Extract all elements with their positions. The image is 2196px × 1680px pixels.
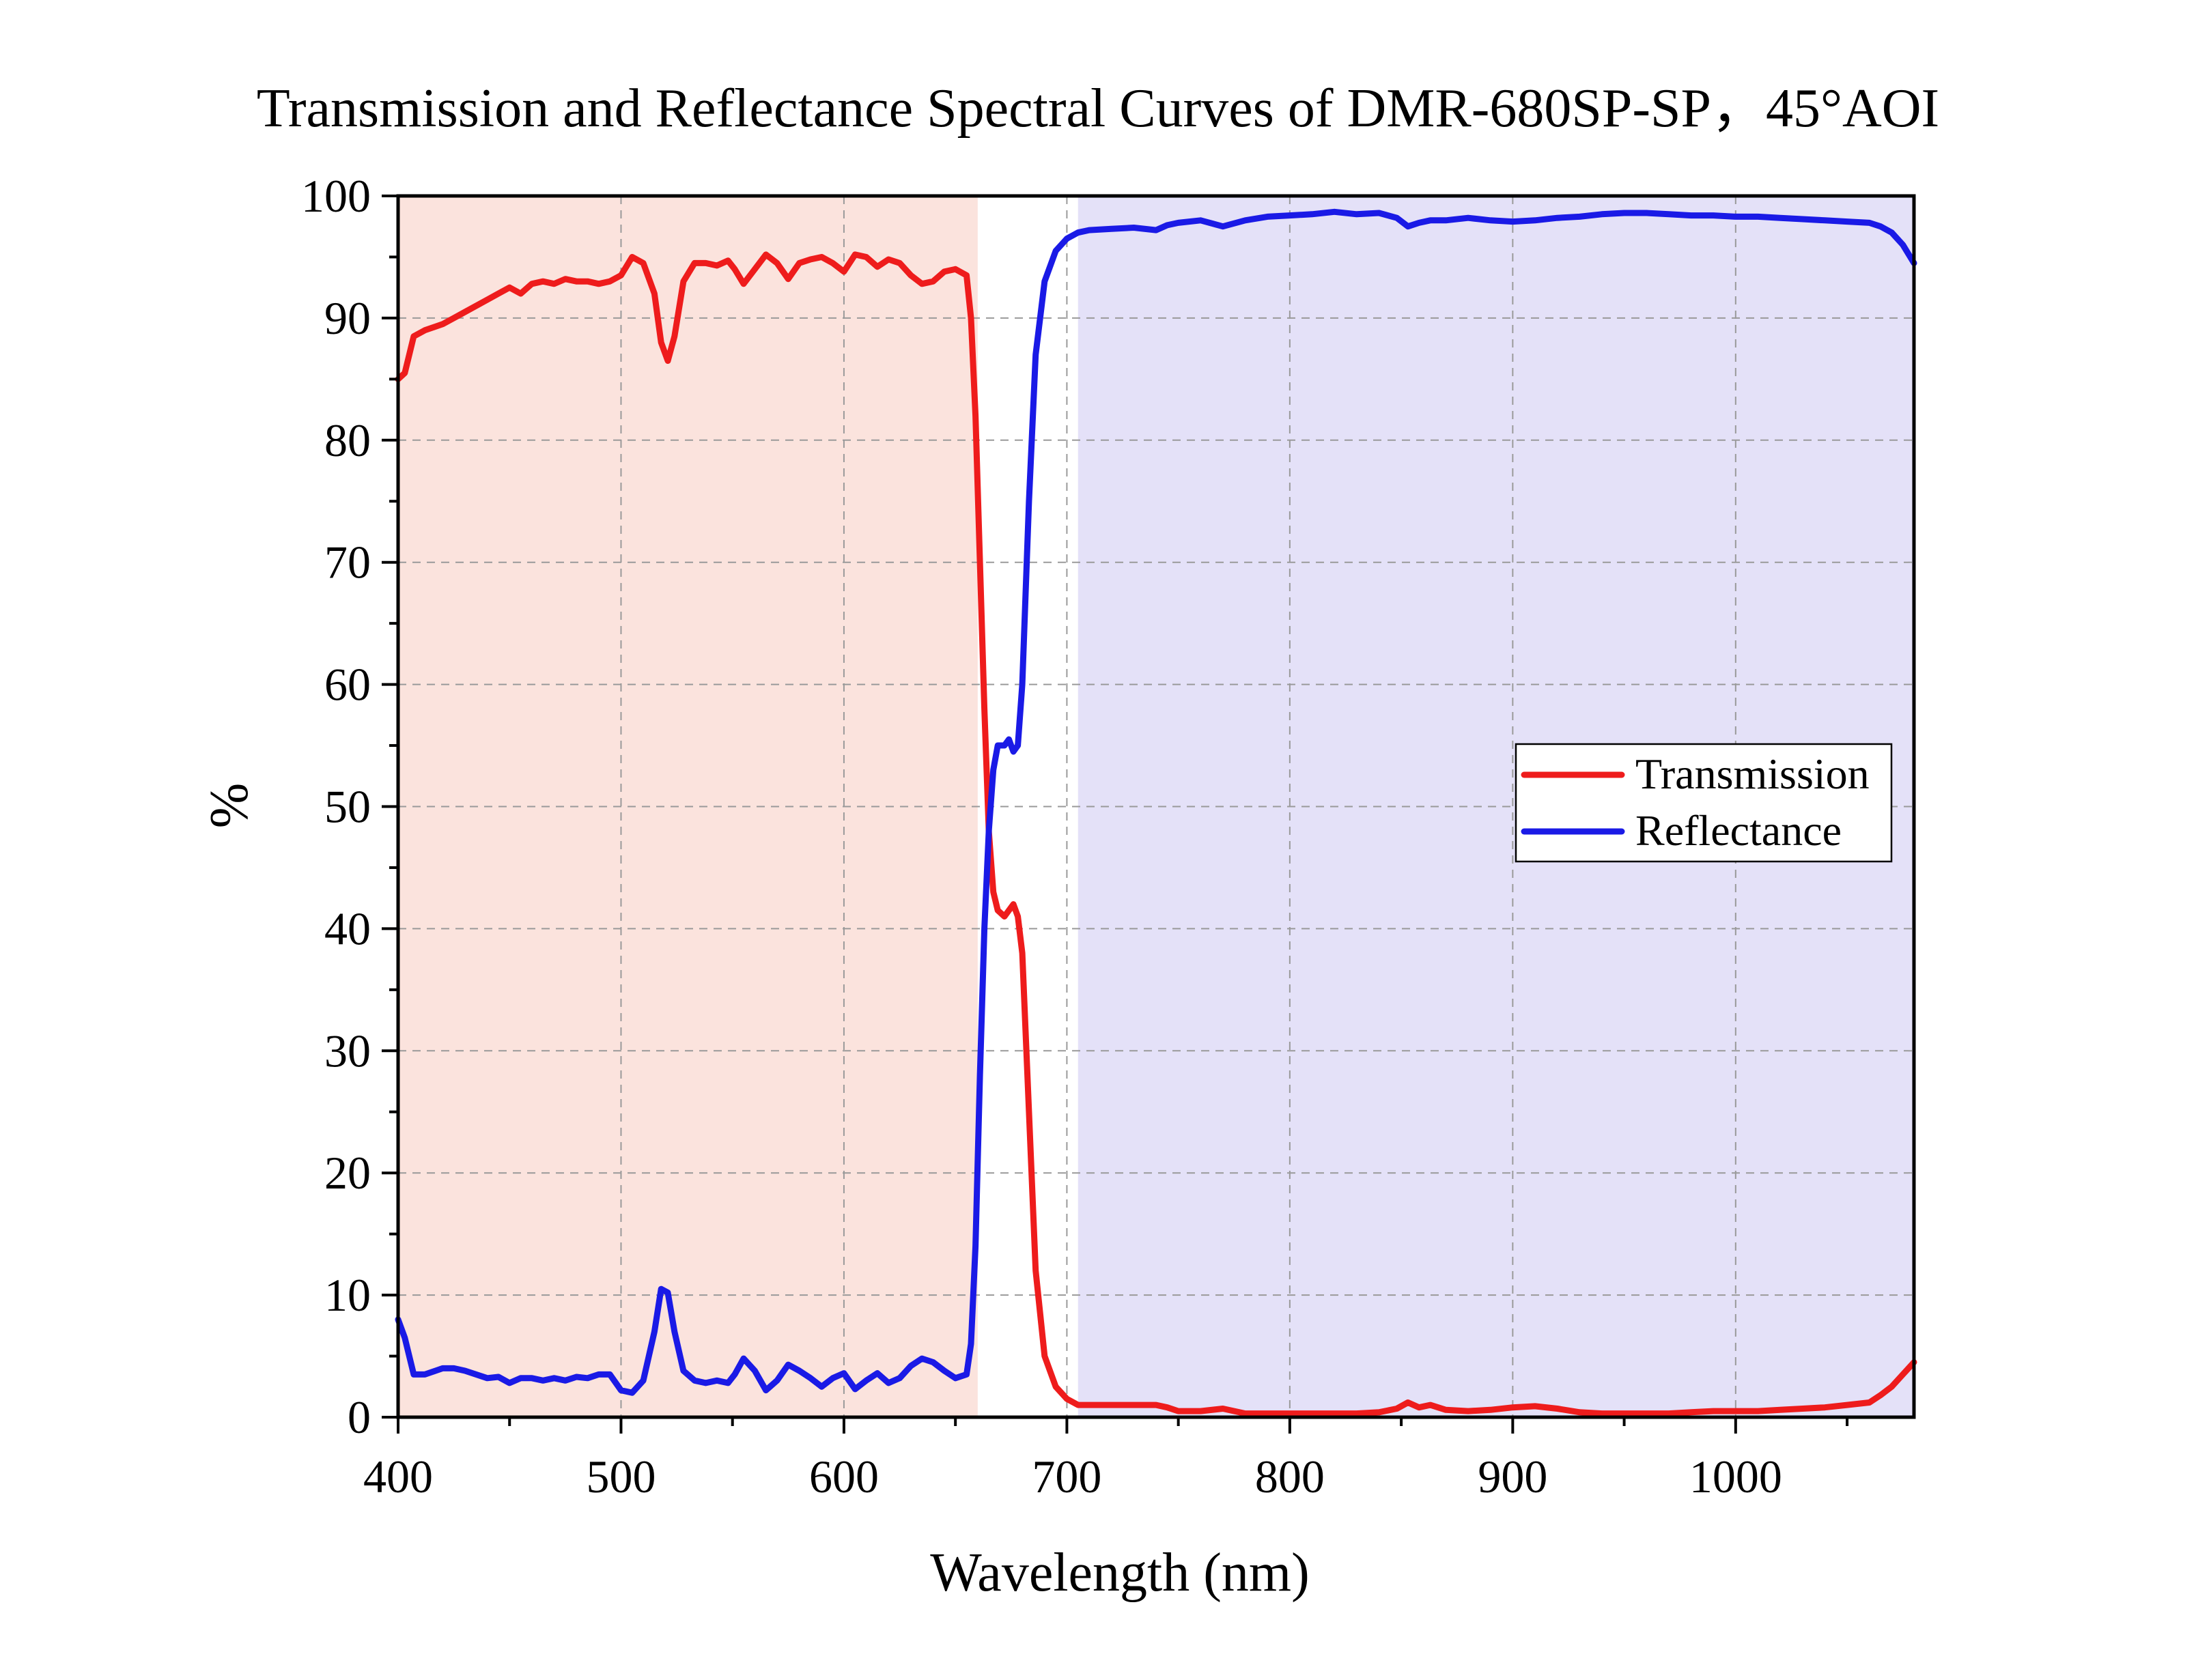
axis-ticks bbox=[382, 195, 1849, 1434]
legend-box bbox=[1515, 743, 1893, 863]
x-tick-label: 1000 bbox=[1689, 1451, 1782, 1503]
y-axis-label: % bbox=[199, 783, 259, 829]
series-line-reflectance bbox=[395, 208, 1917, 1396]
y-tick-label: 30 bbox=[324, 1025, 371, 1077]
y-tick-label: 20 bbox=[324, 1147, 371, 1199]
legend-label-transmission: Transmission bbox=[1635, 750, 1870, 798]
x-tick-label: 900 bbox=[1478, 1451, 1547, 1503]
y-tick-label: 0 bbox=[348, 1391, 371, 1443]
y-tick-label: 10 bbox=[324, 1269, 371, 1321]
y-tick-label: 70 bbox=[324, 537, 371, 588]
x-tick-label: 700 bbox=[1032, 1451, 1101, 1503]
y-tick-label: 100 bbox=[301, 170, 371, 222]
y-tick-label: 60 bbox=[324, 659, 371, 711]
x-tick-label: 500 bbox=[586, 1451, 656, 1503]
y-tick-label: 40 bbox=[324, 902, 371, 954]
series-line-transmission bbox=[395, 251, 1917, 1417]
legend: Transmission Reflectance bbox=[1515, 743, 1893, 863]
x-tick-label: 600 bbox=[809, 1451, 879, 1503]
tick-labels: 400 500 600 700 800 900 1000 0 10 20 30 40 50 60 70 80 9… bbox=[301, 170, 1782, 1503]
legend-label-reflectance: Reflectance bbox=[1635, 806, 1842, 855]
y-tick-label: 80 bbox=[324, 414, 371, 466]
x-axis-label: Wavelength (nm) bbox=[930, 1543, 1310, 1603]
y-tick-label: 90 bbox=[324, 292, 371, 344]
x-tick-label: 400 bbox=[363, 1451, 433, 1503]
x-tick-label: 800 bbox=[1255, 1451, 1325, 1503]
y-tick-label: 50 bbox=[324, 781, 371, 833]
series-lines bbox=[395, 208, 1917, 1417]
chart-title: Transmission and Reflectance Spectral Cu… bbox=[257, 79, 1939, 139]
